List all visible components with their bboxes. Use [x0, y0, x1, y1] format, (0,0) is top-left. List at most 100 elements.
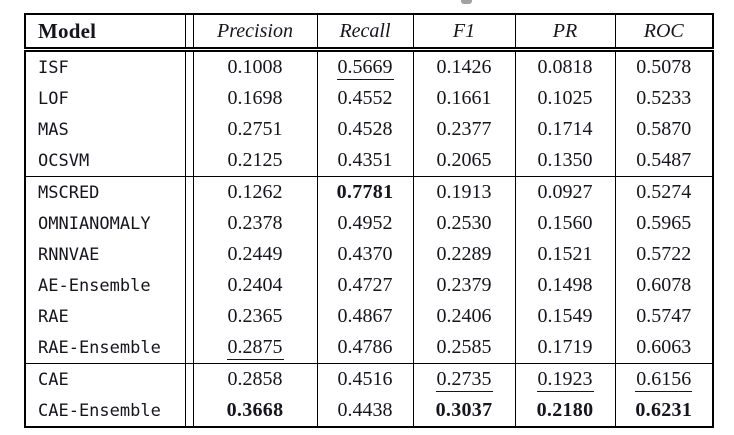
double-rule-spacer — [185, 49, 194, 83]
metric-value-cell: 0.4370 — [316, 239, 413, 270]
model-name-cell: MSCRED — [25, 176, 186, 208]
metric-value: 0.1560 — [537, 212, 593, 234]
cropped-caption-artifact — [461, 0, 472, 4]
metric-value: 0.4438 — [337, 399, 393, 421]
double-rule-spacer — [185, 145, 194, 177]
metric-value-cell: 0.1698 — [193, 83, 317, 114]
metric-value: 0.2751 — [227, 118, 283, 140]
metric-value-cell: 0.4438 — [316, 395, 413, 427]
metric-value-cell: 0.4552 — [316, 83, 413, 114]
model-name-cell: ISF — [25, 49, 186, 83]
model-name-cell: OCSVM — [25, 145, 186, 177]
table-row: AE-Ensemble 0.2404 0.4727 0.2379 0.1498 0.607… — [25, 270, 713, 301]
metric-value: 0.0818 — [537, 56, 593, 78]
metric-value-cell: 0.4351 — [316, 145, 413, 177]
metric-value: 0.4727 — [337, 274, 393, 296]
column-header-f1: F1 — [412, 14, 515, 52]
metric-value-cell: 0.5233 — [614, 83, 713, 114]
metric-value-cell: 0.5870 — [614, 114, 713, 145]
metric-value-cell: 0.2180 — [514, 395, 615, 427]
metric-value: 0.2365 — [227, 305, 283, 327]
double-rule-spacer — [185, 208, 194, 239]
metric-value: 0.1025 — [537, 87, 593, 109]
double-rule-spacer — [185, 114, 194, 145]
model-name-cell: OMNIANOMALY — [25, 208, 186, 239]
table-row: ISF 0.1008 0.5669 0.1426 0.0818 0.5078 — [25, 49, 713, 84]
column-header-roc: ROC — [614, 14, 713, 52]
metric-value: 0.5233 — [636, 87, 692, 109]
model-name-cell: LOF — [25, 83, 186, 114]
metric-value-cell: 0.6078 — [614, 270, 713, 301]
metric-value: 0.1426 — [436, 56, 492, 78]
metric-value-cell: 0.2530 — [412, 208, 515, 239]
metric-value: 0.3668 — [226, 399, 284, 421]
metric-value-cell: 0.5274 — [614, 176, 713, 208]
metric-value-cell: 0.5078 — [614, 49, 713, 83]
table-row: OCSVM 0.2125 0.4351 0.2065 0.1350 0.5487 — [25, 145, 713, 177]
double-rule-spacer — [185, 176, 194, 208]
metric-value-cell: 0.3668 — [193, 395, 317, 427]
metric-value-cell: 0.6063 — [614, 332, 713, 364]
double-rule-spacer — [185, 83, 194, 114]
metric-value: 0.2585 — [436, 336, 492, 358]
metric-value-cell: 0.2289 — [412, 239, 515, 270]
metric-value: 0.1498 — [537, 274, 593, 296]
metric-value: 0.5965 — [636, 212, 692, 234]
metric-value-cell: 0.2379 — [412, 270, 515, 301]
model-name-cell: CAE-Ensemble — [25, 395, 186, 427]
metric-value: 0.1008 — [227, 56, 283, 78]
metric-value-cell: 0.1008 — [193, 50, 317, 84]
metric-value-cell: 0.5722 — [614, 239, 713, 270]
table-row: RNNVAE 0.2449 0.4370 0.2289 0.1521 0.5722 — [25, 239, 713, 270]
model-name-cell: RNNVAE — [25, 239, 186, 270]
metric-value: 0.2377 — [436, 118, 492, 140]
metric-value-cell: 0.2406 — [412, 301, 515, 332]
double-rule-spacer — [185, 395, 194, 427]
metric-value: 0.2406 — [436, 305, 492, 327]
column-header-model: Model — [25, 14, 186, 52]
table-row: MSCRED 0.1262 0.7781 0.1913 0.0927 0.5274 — [25, 176, 713, 208]
metric-value-cell: 0.4727 — [316, 270, 413, 301]
metric-value: 0.4516 — [337, 368, 393, 390]
metric-value-cell: 0.2449 — [193, 239, 317, 270]
metric-value: 0.2735 — [435, 367, 493, 392]
metric-value: 0.2379 — [436, 274, 492, 296]
metric-value: 0.1719 — [537, 336, 593, 358]
metric-value-cell: 0.1549 — [514, 301, 615, 332]
table-body: ISF 0.1008 0.5669 0.1426 0.0818 0.5078 LOF 0.16… — [25, 49, 713, 427]
metric-value-cell: 0.1426 — [412, 49, 515, 83]
table-row: RAE-Ensemble 0.2875 0.4786 0.2585 0.1719 0.60… — [25, 332, 713, 364]
table-row: RAE 0.2365 0.4867 0.2406 0.1549 0.5747 — [25, 301, 713, 332]
metric-value: 0.5669 — [336, 55, 394, 80]
metric-value: 0.5487 — [636, 149, 692, 171]
metric-value: 0.4528 — [337, 118, 393, 140]
metric-value-cell: 0.2875 — [193, 332, 317, 364]
metric-value-cell: 0.2065 — [412, 145, 515, 177]
metric-value: 0.5274 — [636, 181, 692, 203]
metric-value-cell: 0.1913 — [412, 176, 515, 208]
metric-value-cell: 0.1923 — [514, 363, 615, 395]
metric-value: 0.2875 — [226, 335, 284, 360]
metric-value-cell: 0.5747 — [614, 301, 713, 332]
metric-value-cell: 0.5669 — [316, 49, 413, 83]
double-rule-spacer — [185, 270, 194, 301]
metric-value-cell: 0.4516 — [316, 363, 413, 395]
metric-value: 0.1262 — [227, 181, 283, 203]
metric-value: 0.6231 — [635, 399, 693, 421]
metric-value-cell: 0.1521 — [514, 239, 615, 270]
metric-value: 0.1521 — [537, 243, 593, 265]
metric-value-cell: 0.1714 — [514, 114, 615, 145]
metric-value-cell: 0.4528 — [316, 114, 413, 145]
metric-value-cell: 0.1560 — [514, 208, 615, 239]
metric-value-cell: 0.2378 — [193, 208, 317, 239]
double-rule-spacer — [185, 239, 194, 270]
metric-value: 0.4351 — [337, 149, 393, 171]
table-row: OMNIANOMALY 0.2378 0.4952 0.2530 0.1560 0.596… — [25, 208, 713, 239]
column-header-precision: Precision — [193, 14, 317, 52]
metric-value-cell: 0.0818 — [514, 49, 615, 83]
metric-value: 0.5747 — [636, 305, 692, 327]
metric-value-cell: 0.1719 — [514, 332, 615, 364]
model-name-cell: MAS — [25, 114, 186, 145]
metric-value: 0.5870 — [636, 118, 692, 140]
metric-value: 0.2180 — [536, 399, 594, 421]
